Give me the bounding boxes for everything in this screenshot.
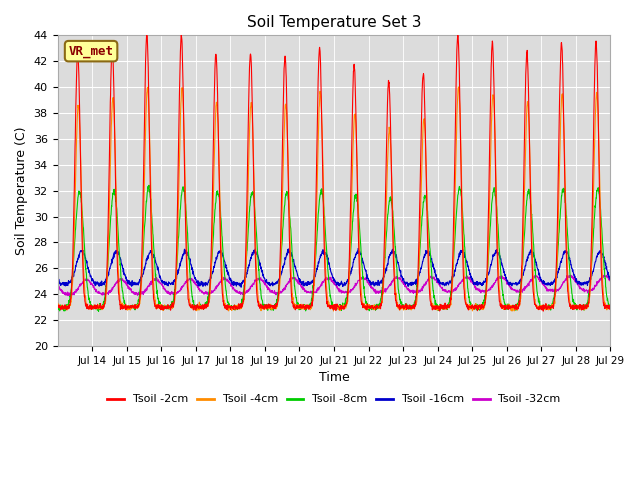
Y-axis label: Soil Temperature (C): Soil Temperature (C) (15, 126, 28, 255)
Text: VR_met: VR_met (68, 45, 113, 58)
X-axis label: Time: Time (319, 372, 349, 384)
Title: Soil Temperature Set 3: Soil Temperature Set 3 (247, 15, 421, 30)
Legend: Tsoil -2cm, Tsoil -4cm, Tsoil -8cm, Tsoil -16cm, Tsoil -32cm: Tsoil -2cm, Tsoil -4cm, Tsoil -8cm, Tsoi… (103, 390, 565, 409)
